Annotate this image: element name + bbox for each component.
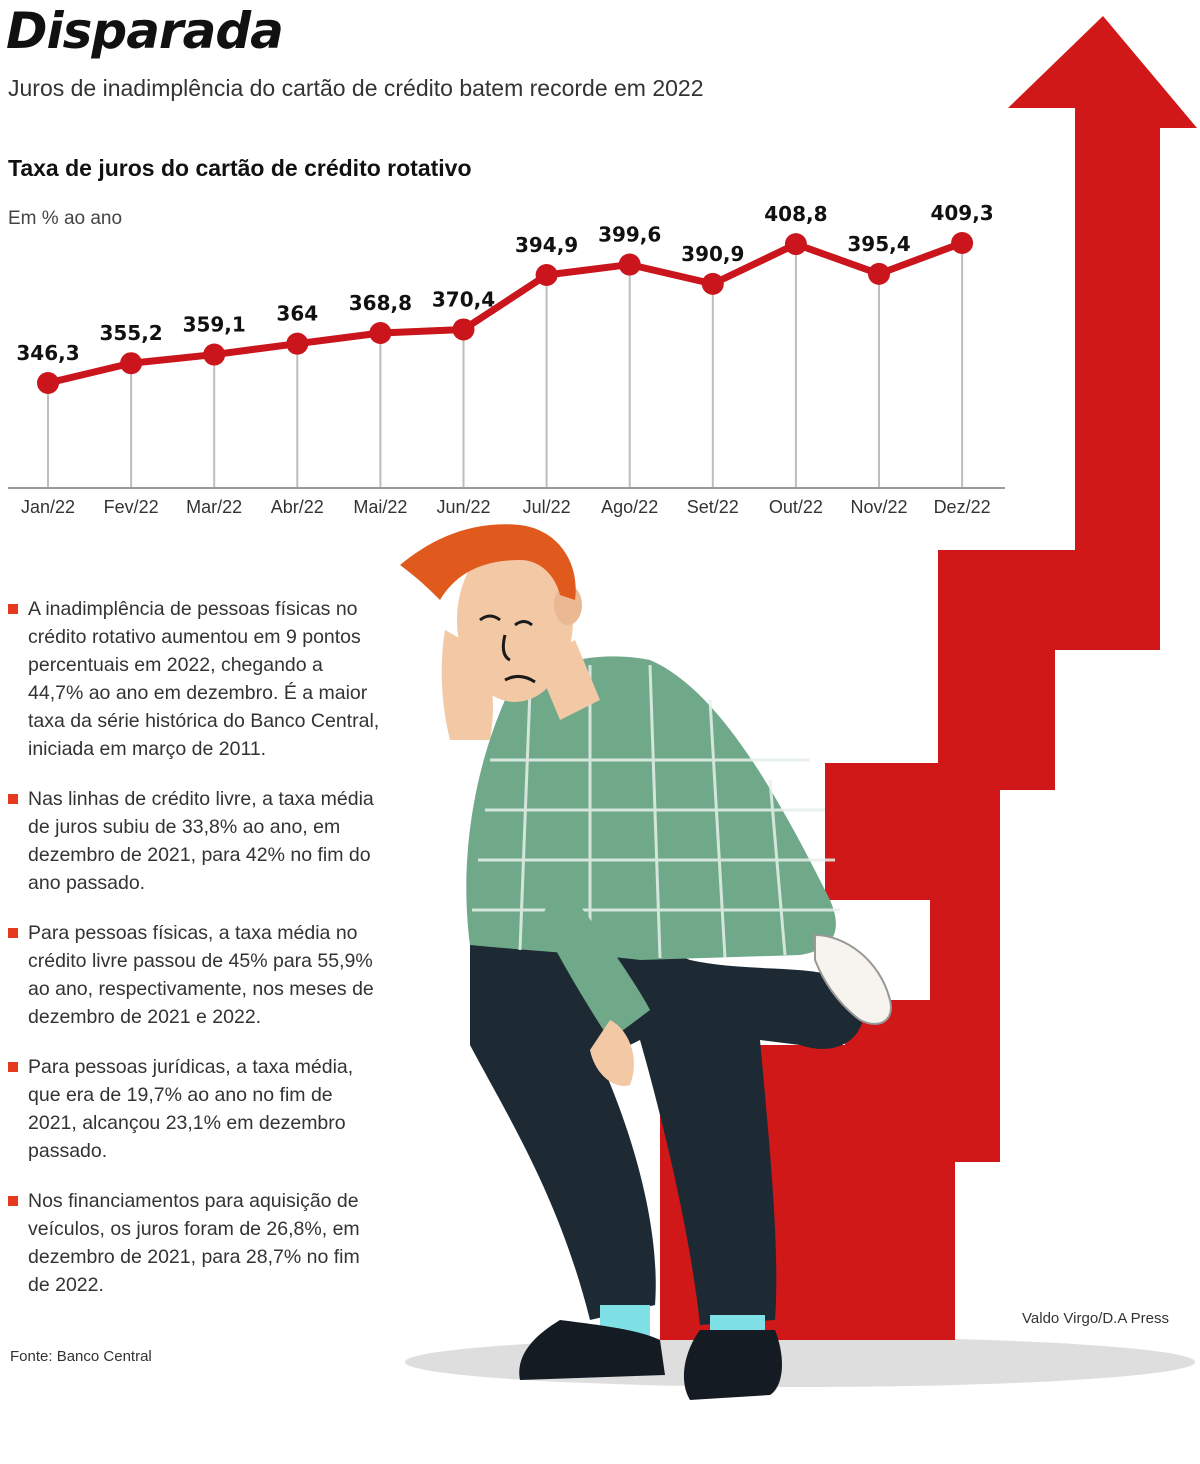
data-point <box>784 233 807 256</box>
x-tick-label: Mai/22 <box>353 497 407 517</box>
data-label: 394,9 <box>515 233 578 257</box>
man-hair <box>400 524 576 600</box>
x-tick-label: Jun/22 <box>436 497 490 517</box>
bullet-list: A inadimplência de pessoas físicas no cr… <box>8 595 380 1321</box>
bullet-square-icon <box>8 604 18 614</box>
bullet-text: Nas linhas de crédito livre, a taxa médi… <box>28 788 374 894</box>
data-point <box>452 318 475 341</box>
bullet-text: Para pessoas jurídicas, a taxa média, qu… <box>28 1056 354 1162</box>
x-tick-label: Jan/22 <box>21 497 75 517</box>
bullet-square-icon <box>8 794 18 804</box>
data-point <box>369 322 392 344</box>
x-tick-label: Ago/22 <box>601 497 658 517</box>
bullet-text: Para pessoas físicas, a taxa média no cr… <box>28 922 374 1028</box>
data-point <box>701 272 724 295</box>
bullet-text: Nos financiamentos para aquisição de veí… <box>28 1190 360 1296</box>
x-tick-label: Nov/22 <box>850 497 907 517</box>
bullet-item: Para pessoas físicas, a taxa média no cr… <box>8 919 380 1031</box>
x-tick-label: Out/22 <box>769 497 823 517</box>
page-title: Disparada <box>6 2 284 60</box>
shirt-plaid <box>472 664 840 959</box>
source-note: Fonte: Banco Central <box>10 1348 152 1365</box>
data-label: 408,8 <box>764 202 827 226</box>
bullet-square-icon <box>8 928 18 938</box>
x-tick-label: Jul/22 <box>523 497 571 517</box>
man-right-arm <box>540 880 650 1040</box>
data-point <box>618 253 641 276</box>
data-label: 346,3 <box>16 341 79 365</box>
bullet-item: Para pessoas jurídicas, a taxa média, qu… <box>8 1053 380 1165</box>
x-tick-label: Dez/22 <box>934 497 991 517</box>
x-tick-label: Fev/22 <box>104 497 159 517</box>
data-point <box>203 343 226 366</box>
data-point <box>37 372 59 394</box>
data-label: 359,1 <box>183 313 246 337</box>
line-chart: 346,3 Jan/22 355,2 Fev/22 359,1 Mar/22 364 Abr/… <box>8 201 1005 517</box>
illustration-credit: Valdo Virgo/D.A Press <box>1022 1310 1170 1327</box>
data-label: 370,4 <box>432 287 495 311</box>
bullet-text: A inadimplência de pessoas físicas no cr… <box>28 598 380 760</box>
data-label: 395,4 <box>847 232 910 256</box>
series-line <box>44 239 966 387</box>
man-hand-on-stair <box>814 933 892 1025</box>
data-point <box>286 332 309 355</box>
bullet-item: Nas linhas de crédito livre, a taxa médi… <box>8 785 380 897</box>
man-left-hand <box>441 630 493 740</box>
man-left-shoe <box>519 1320 665 1380</box>
man-face <box>479 614 536 684</box>
data-label: 399,6 <box>598 223 661 247</box>
page-subtitle: Juros de inadimplência do cartão de créd… <box>8 75 704 101</box>
data-point <box>868 262 890 285</box>
data-label: 409,3 <box>930 201 993 225</box>
bullet-square-icon <box>8 1196 18 1206</box>
bullet-item: A inadimplência de pessoas físicas no cr… <box>8 595 380 763</box>
bullet-item: Nos financiamentos para aquisição de veí… <box>8 1187 380 1299</box>
data-label: 368,8 <box>349 291 412 315</box>
chart-title: Taxa de juros do cartão de crédito rotat… <box>8 155 472 181</box>
x-tick-label: Abr/22 <box>271 497 324 517</box>
bullet-square-icon <box>8 1062 18 1072</box>
data-point <box>951 232 974 254</box>
data-point <box>535 264 558 286</box>
data-label: 390,9 <box>681 242 744 266</box>
man-head <box>457 538 573 702</box>
chart-unit-label: Em % ao ano <box>8 208 123 229</box>
data-label: 364 <box>276 302 318 326</box>
x-tick-label: Set/22 <box>687 497 739 517</box>
data-point <box>120 352 143 375</box>
man-right-shoe <box>683 1330 782 1400</box>
man-right-hand <box>590 1020 634 1086</box>
data-label: 355,2 <box>99 321 162 345</box>
man-trousers <box>470 933 864 1325</box>
x-tick-label: Mar/22 <box>186 497 242 517</box>
